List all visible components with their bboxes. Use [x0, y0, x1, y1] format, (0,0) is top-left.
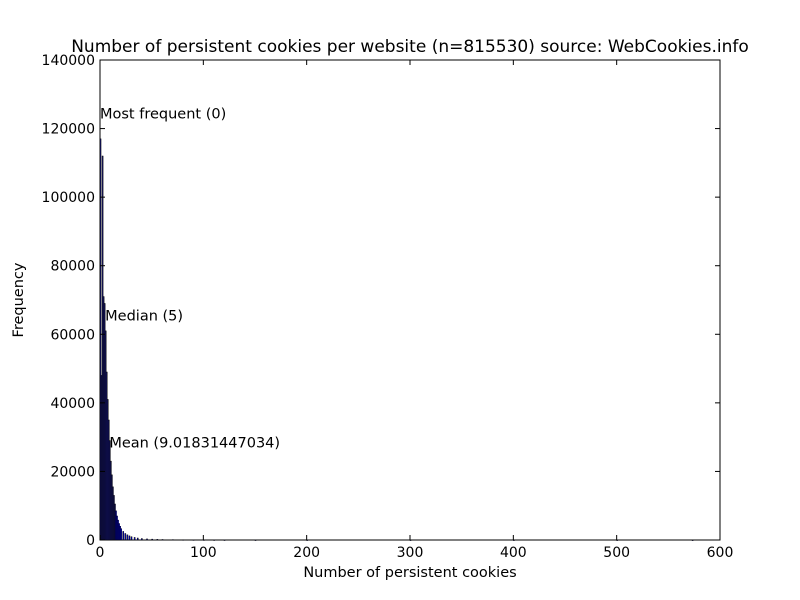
y-tick-label: 60000	[50, 327, 95, 343]
histogram-bar	[120, 528, 122, 541]
histogram-bar	[136, 537, 139, 541]
histogram-bar	[616, 539, 618, 541]
x-axis-label: Number of persistent cookies	[303, 565, 516, 581]
annotation-label: Mean (9.01831447034)	[109, 435, 280, 451]
x-tick-label: 500	[603, 545, 630, 561]
histogram-bar	[409, 539, 412, 541]
x-tick-label: 600	[707, 545, 734, 561]
x-tick-label: 200	[293, 545, 320, 561]
x-tick-label: 0	[96, 545, 105, 561]
histogram-bar	[151, 538, 153, 541]
histogram-bar	[126, 534, 129, 541]
histogram-bar	[128, 535, 131, 541]
histogram-bar	[130, 536, 133, 541]
annotation-label: Median (5)	[105, 309, 183, 325]
y-tick-label: 20000	[50, 464, 95, 480]
y-tick-label: 0	[86, 533, 95, 549]
x-tick-label: 400	[500, 545, 527, 561]
y-axis-label: Frequency	[11, 262, 27, 337]
histogram-bar	[124, 533, 127, 541]
y-tick-label: 140000	[42, 53, 95, 69]
histogram-bar	[213, 539, 215, 541]
annotation-label: Most frequent (0)	[100, 106, 226, 122]
histogram-bar	[172, 539, 174, 541]
histogram-bar	[122, 531, 125, 541]
histogram-bar	[156, 539, 159, 541]
y-tick-label: 100000	[42, 190, 95, 206]
chart-title: Number of persistent cookies per website…	[71, 37, 749, 57]
histogram-bar	[141, 538, 143, 541]
histogram-bar	[133, 537, 136, 541]
histogram-bars	[99, 138, 694, 541]
annotations: Most frequent (0) Median (5) Mean (9.01831…	[100, 106, 280, 451]
y-tick-label: 40000	[50, 396, 95, 412]
histogram-bar	[203, 539, 205, 541]
histogram-bar	[513, 539, 515, 541]
histogram-bar	[306, 539, 308, 541]
histogram-bar	[146, 538, 148, 541]
x-tick-label: 300	[397, 545, 424, 561]
x-tick-label: 100	[190, 545, 217, 561]
axis-ticks: 0 100 200 300 400 500 600 0 20000 40000 60000 80000…	[42, 53, 734, 561]
y-tick-label: 120000	[42, 122, 95, 138]
y-tick-label: 80000	[50, 259, 95, 275]
histogram-bar	[161, 539, 164, 541]
histogram-bar	[254, 539, 257, 541]
histogram-bar	[192, 539, 195, 541]
histogram-bar	[223, 539, 226, 541]
histogram-bar	[182, 539, 184, 541]
plot-area	[99, 59, 721, 541]
histogram-bar	[691, 539, 694, 541]
